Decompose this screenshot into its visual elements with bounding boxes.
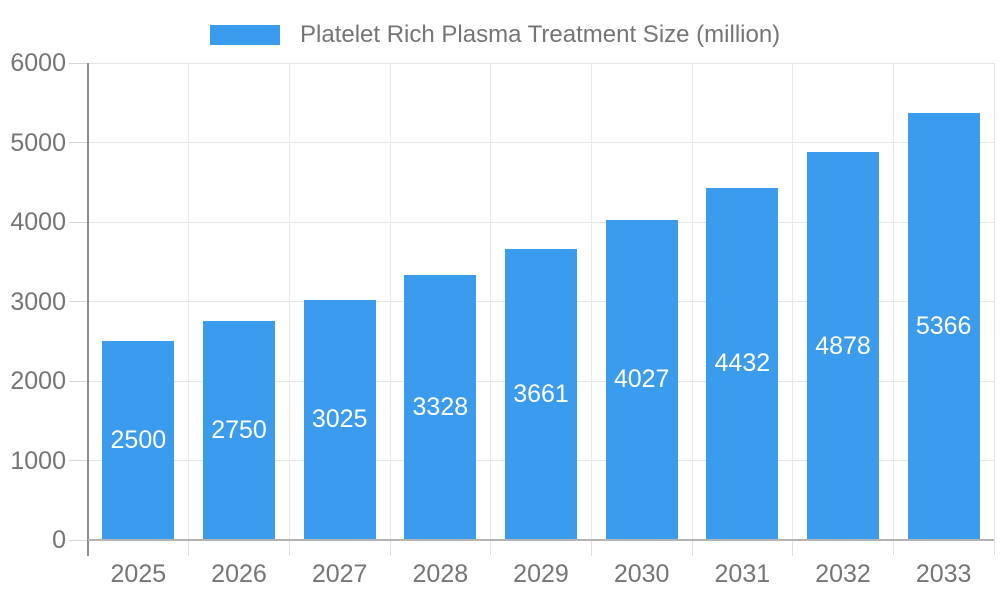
x-axis-label: 2033: [915, 560, 972, 588]
bar: 2500: [102, 341, 175, 540]
x-axis-label: 2029: [513, 560, 569, 588]
bar: 3661: [505, 248, 577, 540]
bar-value-label: 4878: [815, 331, 871, 360]
y-axis-tick: [69, 539, 88, 541]
x-axis-tick: [490, 540, 492, 556]
bar-value-label: 4027: [613, 365, 670, 394]
bar: 5366: [907, 113, 980, 540]
y-axis-label: 0: [52, 526, 66, 554]
bar: 4432: [706, 187, 779, 540]
y-axis-tick: [69, 380, 88, 382]
bar: 4878: [807, 152, 879, 540]
y-axis-label: 3000: [10, 287, 66, 316]
x-gridline: [993, 63, 995, 540]
bar-value-label: 3661: [513, 379, 569, 408]
legend: Platelet Rich Plasma Treatment Size (mil…: [210, 21, 780, 49]
bar: 2750: [203, 321, 275, 540]
x-axis-label: 2032: [815, 560, 871, 588]
x-gridline: [792, 63, 794, 540]
y-gridline: [88, 142, 994, 143]
legend-label: Platelet Rich Plasma Treatment Size (mil…: [300, 21, 781, 48]
x-axis-tick: [892, 540, 894, 556]
y-axis-label: 5000: [10, 128, 66, 157]
x-gridline: [691, 63, 693, 540]
bar-value-label: 3025: [311, 405, 368, 434]
y-axis-line: [87, 63, 89, 556]
y-axis-label: 1000: [10, 446, 66, 475]
bar: 3025: [303, 299, 376, 540]
bar-value-label: 5366: [915, 312, 972, 341]
bar-value-label: 2750: [211, 416, 267, 445]
y-axis-tick: [69, 221, 88, 223]
y-axis-label: 6000: [10, 49, 66, 77]
bar-value-label: 4432: [714, 349, 771, 378]
x-axis-tick: [188, 540, 190, 556]
x-axis-label: 2025: [110, 560, 167, 588]
x-gridline: [288, 63, 290, 540]
x-axis-label: 2031: [714, 560, 771, 588]
x-axis-tick: [389, 540, 391, 556]
x-axis-label: 2027: [311, 560, 368, 588]
y-axis-tick: [69, 460, 88, 461]
y-axis-label: 4000: [10, 208, 66, 236]
x-gridline: [590, 63, 592, 540]
y-gridline: [88, 221, 994, 223]
legend-swatch: [210, 25, 280, 45]
x-axis-tick: [792, 540, 794, 556]
bar-value-label: 3328: [412, 393, 469, 422]
x-axis-line: [88, 539, 994, 541]
x-gridline: [892, 63, 894, 540]
bar: 4027: [605, 219, 678, 540]
x-axis-tick: [590, 540, 592, 556]
x-axis-label: 2026: [211, 560, 267, 588]
y-axis-tick: [69, 62, 88, 64]
y-axis-label: 2000: [10, 367, 66, 395]
y-gridline: [88, 62, 994, 64]
y-axis-tick: [69, 142, 88, 143]
x-axis-tick: [288, 540, 290, 556]
x-axis-label: 2028: [412, 560, 469, 588]
plot-area: 0 1000 2000 3000 4000 5000 6000 2025 2026 2027 202…: [10, 49, 995, 588]
y-axis-tick: [69, 301, 88, 302]
bar-value-label: 2500: [110, 426, 167, 455]
x-gridline: [389, 63, 391, 540]
x-gridline: [188, 63, 190, 540]
x-axis-label: 2030: [613, 560, 670, 588]
x-axis-tick: [691, 540, 693, 556]
bar: 3328: [404, 275, 477, 540]
x-axis-tick: [993, 540, 995, 556]
x-gridline: [490, 63, 492, 540]
